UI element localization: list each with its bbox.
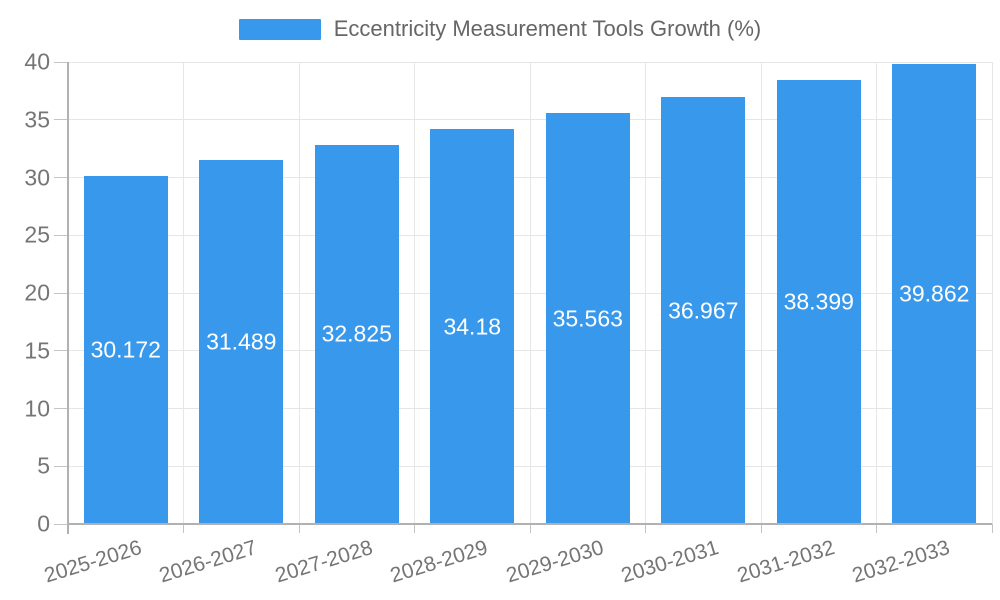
bar	[892, 63, 977, 523]
gridline-vertical	[529, 62, 531, 524]
bar	[199, 160, 284, 523]
y-axis-tick-label: 35	[24, 106, 50, 133]
x-axis-tick	[760, 524, 762, 533]
x-axis-tick-label: 2026-2027	[156, 536, 260, 588]
bar	[776, 80, 861, 523]
bar-value-label: 36.967	[668, 297, 739, 323]
y-axis-tick	[54, 61, 68, 63]
y-axis-tick	[54, 523, 68, 525]
gridline-vertical	[876, 62, 877, 524]
x-axis-tick-label: 2028-2029	[387, 536, 491, 588]
y-axis-tick-label: 30	[24, 164, 50, 190]
y-axis-tick	[54, 234, 68, 236]
x-axis-tick	[645, 524, 646, 533]
y-axis-tick	[54, 292, 68, 294]
bar	[545, 113, 630, 523]
y-axis-tick	[54, 350, 68, 352]
x-axis-tick-label: 2032-2033	[849, 536, 953, 588]
bar	[661, 97, 746, 523]
gridline-vertical	[183, 62, 184, 524]
y-axis-tick-label: 5	[37, 452, 50, 479]
x-axis-tick	[529, 524, 531, 533]
y-axis-tick-label: 25	[24, 221, 50, 248]
x-axis-tick	[414, 524, 415, 533]
y-axis-tick	[54, 408, 68, 409]
x-axis-tick-label: 2029-2030	[503, 536, 607, 588]
gridline-vertical	[298, 62, 300, 524]
y-axis-tick-label: 0	[37, 510, 50, 537]
x-axis-tick-label: 2025-2026	[41, 536, 145, 588]
gridline-vertical	[414, 62, 415, 524]
gridline-vertical	[760, 62, 762, 524]
y-axis-tick-label: 40	[24, 48, 50, 75]
bar-value-label: 30.172	[90, 336, 161, 363]
y-axis-tick-label: 15	[24, 337, 50, 364]
y-axis-tick	[54, 177, 68, 178]
bar	[430, 129, 515, 523]
bar	[314, 144, 399, 523]
bar-value-label: 32.825	[321, 320, 392, 347]
bar-value-label: 34.18	[443, 313, 502, 340]
y-axis-tick-label: 20	[24, 279, 50, 306]
x-axis-tick-label: 2030-2031	[618, 536, 722, 588]
bar-value-label: 35.563	[552, 305, 623, 332]
legend-swatch-icon	[238, 18, 321, 40]
bar-value-label: 38.399	[783, 288, 854, 315]
x-axis-tick	[991, 524, 993, 533]
gridline-vertical	[991, 62, 993, 524]
x-axis-tick	[876, 524, 877, 533]
gridline-vertical	[645, 62, 646, 524]
legend-label: Eccentricity Measurement Tools Growth (%…	[333, 16, 762, 41]
x-axis-tick	[298, 524, 300, 533]
y-axis-tick	[54, 119, 68, 121]
y-axis-line	[67, 62, 69, 534]
x-axis-tick	[183, 524, 184, 533]
bar-value-label: 39.862	[899, 280, 970, 307]
x-axis-tick-label: 2027-2028	[272, 536, 376, 588]
y-axis-tick	[54, 465, 68, 467]
y-axis-tick-label: 10	[24, 395, 50, 421]
chart-legend[interactable]: Eccentricity Measurement Tools Growth (%…	[0, 18, 1000, 40]
bar	[83, 175, 168, 523]
bar-value-label: 31.489	[206, 328, 277, 355]
x-axis-tick-label: 2031-2032	[734, 536, 838, 588]
x-axis-line	[68, 523, 992, 525]
